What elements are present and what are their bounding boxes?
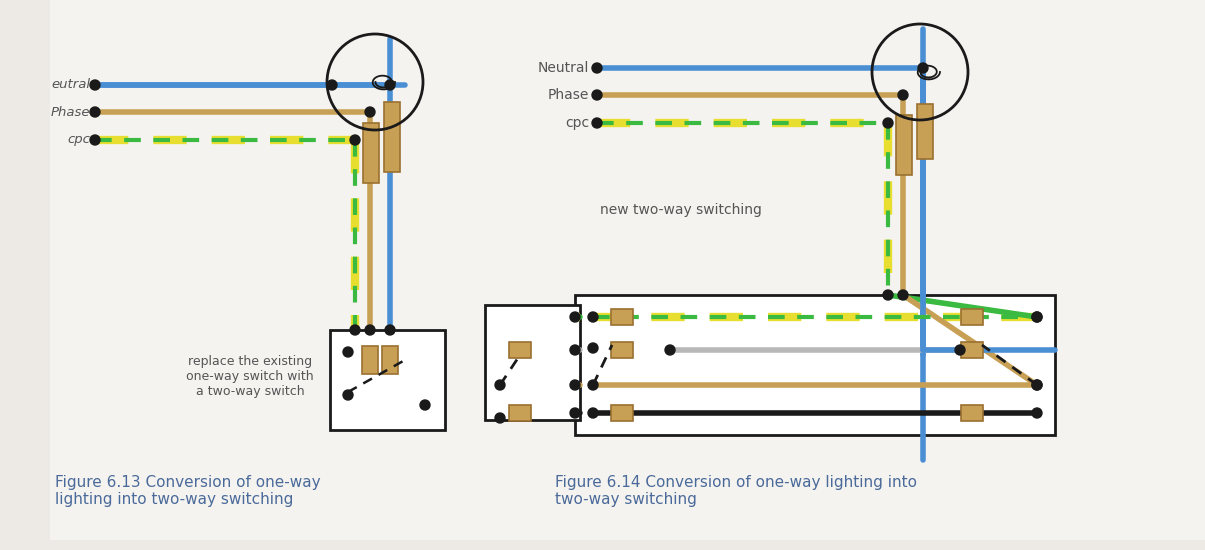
- Circle shape: [898, 290, 909, 300]
- Circle shape: [592, 118, 602, 128]
- Circle shape: [90, 80, 100, 90]
- Bar: [611, 309, 633, 325]
- Circle shape: [956, 345, 965, 355]
- Circle shape: [570, 380, 580, 390]
- Bar: [384, 102, 400, 172]
- Bar: [962, 405, 983, 421]
- Circle shape: [343, 347, 353, 357]
- Bar: [575, 295, 1056, 435]
- Text: Neutral: Neutral: [537, 61, 589, 75]
- Circle shape: [570, 345, 580, 355]
- Circle shape: [588, 312, 598, 322]
- Bar: [509, 405, 531, 421]
- Text: Phase: Phase: [547, 88, 589, 102]
- Bar: [49, 0, 540, 540]
- Text: new two-way switching: new two-way switching: [600, 203, 762, 217]
- Circle shape: [570, 312, 580, 322]
- Bar: [962, 342, 983, 358]
- Circle shape: [386, 80, 395, 90]
- Circle shape: [495, 380, 505, 390]
- Circle shape: [898, 90, 909, 100]
- Circle shape: [588, 380, 598, 390]
- Text: Figure 6.13 Conversion of one-way
lighting into two-way switching: Figure 6.13 Conversion of one-way lighti…: [55, 475, 321, 508]
- Bar: [484, 305, 580, 420]
- Text: Figure 6.14 Conversion of one-way lighting into
two-way switching: Figure 6.14 Conversion of one-way lighti…: [556, 475, 917, 508]
- Circle shape: [592, 63, 602, 73]
- Circle shape: [588, 343, 598, 353]
- Circle shape: [349, 325, 360, 335]
- Text: cpc: cpc: [67, 134, 90, 146]
- Text: eutral: eutral: [51, 79, 90, 91]
- Circle shape: [495, 413, 505, 423]
- Circle shape: [1031, 312, 1042, 322]
- Bar: [611, 342, 633, 358]
- Text: cpc: cpc: [565, 116, 589, 130]
- Circle shape: [1031, 380, 1042, 390]
- Bar: [382, 346, 398, 374]
- Circle shape: [90, 135, 100, 145]
- Bar: [509, 342, 531, 358]
- Circle shape: [386, 325, 395, 335]
- Circle shape: [365, 107, 375, 117]
- Bar: [962, 309, 983, 325]
- Circle shape: [665, 345, 675, 355]
- Circle shape: [918, 63, 928, 73]
- Circle shape: [1031, 380, 1042, 390]
- Circle shape: [421, 400, 430, 410]
- Text: replace the existing
one-way switch with
a two-way switch: replace the existing one-way switch with…: [187, 355, 313, 398]
- Circle shape: [327, 80, 337, 90]
- Bar: [897, 115, 912, 175]
- Circle shape: [588, 408, 598, 418]
- Circle shape: [349, 135, 360, 145]
- Bar: [330, 330, 445, 430]
- Bar: [362, 346, 378, 374]
- Circle shape: [883, 290, 893, 300]
- Circle shape: [365, 325, 375, 335]
- Bar: [917, 103, 933, 158]
- Bar: [611, 405, 633, 421]
- Circle shape: [90, 107, 100, 117]
- Bar: [540, 0, 1205, 540]
- Circle shape: [883, 118, 893, 128]
- Circle shape: [570, 408, 580, 418]
- Circle shape: [343, 390, 353, 400]
- Circle shape: [592, 90, 602, 100]
- Text: Phase: Phase: [51, 106, 90, 118]
- Circle shape: [1031, 312, 1042, 322]
- Circle shape: [1031, 408, 1042, 418]
- Bar: [363, 123, 380, 183]
